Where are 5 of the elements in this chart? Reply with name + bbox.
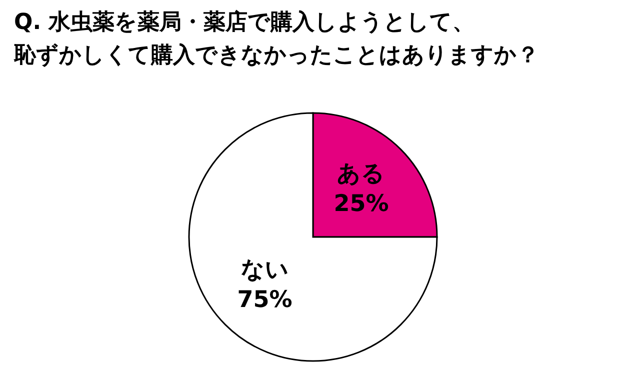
- chart-title: Q. 水虫薬を薬局・薬店で購入しようとして、恥ずかしくて購入できなかったことはありますか？: [14, 8, 540, 70]
- slice-label: ある: [337, 160, 386, 187]
- data-label: 25%: [334, 190, 389, 217]
- slice-label: ない: [240, 257, 289, 284]
- data-label: 75%: [237, 287, 292, 314]
